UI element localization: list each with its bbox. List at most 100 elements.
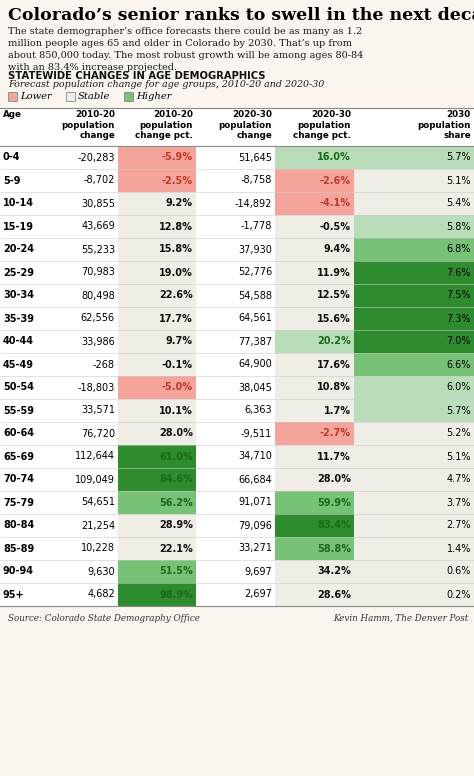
Text: 90-94: 90-94	[3, 566, 34, 577]
Bar	[354, 491, 474, 514]
Text: 66,684: 66,684	[238, 474, 272, 484]
Bar	[354, 353, 474, 376]
Text: 80-84: 80-84	[3, 521, 34, 531]
Bar	[40, 307, 118, 330]
Text: 5.1%: 5.1%	[447, 175, 471, 185]
Text: -5.9%: -5.9%	[162, 153, 193, 162]
Text: 34.2%: 34.2%	[317, 566, 351, 577]
Bar	[196, 583, 275, 606]
Bar	[118, 146, 196, 169]
Bar	[0, 376, 40, 399]
Bar	[40, 169, 118, 192]
Bar	[354, 376, 474, 399]
Text: 25-29: 25-29	[3, 268, 34, 278]
Bar	[40, 261, 118, 284]
Text: 79,096: 79,096	[238, 521, 272, 531]
Bar	[0, 307, 40, 330]
Text: 33,986: 33,986	[81, 337, 115, 347]
Text: Lower: Lower	[20, 92, 52, 101]
Bar	[275, 468, 354, 491]
Text: 5.2%: 5.2%	[447, 428, 471, 438]
Text: -2.6%: -2.6%	[320, 175, 351, 185]
Text: 0-4: 0-4	[3, 153, 20, 162]
Bar	[0, 468, 40, 491]
Text: 5-9: 5-9	[3, 175, 20, 185]
Bar	[0, 422, 40, 445]
Text: 7.3%: 7.3%	[447, 314, 471, 324]
Text: 77,387: 77,387	[238, 337, 272, 347]
Bar	[354, 560, 474, 583]
Bar	[275, 560, 354, 583]
Bar	[275, 399, 354, 422]
Bar	[0, 146, 40, 169]
Text: 1.4%: 1.4%	[447, 543, 471, 553]
Text: 2030
population
share: 2030 population share	[418, 110, 471, 140]
Text: 28.0%: 28.0%	[317, 474, 351, 484]
Text: -20,283: -20,283	[78, 153, 115, 162]
Text: 12.5%: 12.5%	[317, 290, 351, 300]
Text: 51,645: 51,645	[238, 153, 272, 162]
Bar	[118, 307, 196, 330]
Bar	[275, 330, 354, 353]
Text: -2.5%: -2.5%	[162, 175, 193, 185]
Text: -14,892: -14,892	[235, 199, 272, 209]
Bar	[118, 330, 196, 353]
Bar	[275, 353, 354, 376]
Text: 70-74: 70-74	[3, 474, 34, 484]
Bar	[40, 376, 118, 399]
Text: 0.6%: 0.6%	[447, 566, 471, 577]
Bar	[40, 238, 118, 261]
Bar	[0, 284, 40, 307]
Bar	[40, 422, 118, 445]
Text: 1.7%: 1.7%	[324, 406, 351, 415]
Text: 76,720: 76,720	[81, 428, 115, 438]
Bar	[275, 307, 354, 330]
Bar	[8, 92, 17, 101]
Text: -268: -268	[93, 359, 115, 369]
Text: 15-19: 15-19	[3, 221, 34, 231]
Bar	[196, 468, 275, 491]
Bar	[354, 330, 474, 353]
Bar	[118, 215, 196, 238]
Text: 21,254: 21,254	[81, 521, 115, 531]
Text: -0.1%: -0.1%	[162, 359, 193, 369]
Bar	[118, 192, 196, 215]
Text: 2,697: 2,697	[244, 590, 272, 600]
Bar	[40, 146, 118, 169]
Text: 4,682: 4,682	[87, 590, 115, 600]
Bar	[354, 537, 474, 560]
Bar	[196, 169, 275, 192]
Bar	[40, 491, 118, 514]
Bar	[196, 445, 275, 468]
Text: 33,271: 33,271	[238, 543, 272, 553]
Text: 38,045: 38,045	[238, 383, 272, 393]
Bar	[40, 468, 118, 491]
Text: 15.8%: 15.8%	[159, 244, 193, 255]
Text: The state demographer’s office forecasts there could be as many as 1.2
million p: The state demographer’s office forecasts…	[8, 27, 364, 72]
Text: 9.4%: 9.4%	[324, 244, 351, 255]
Bar	[118, 445, 196, 468]
Bar	[196, 399, 275, 422]
Bar	[196, 353, 275, 376]
Text: 58.8%: 58.8%	[317, 543, 351, 553]
Bar	[118, 261, 196, 284]
Text: -5.0%: -5.0%	[162, 383, 193, 393]
Bar	[354, 583, 474, 606]
Text: 22.1%: 22.1%	[159, 543, 193, 553]
Bar	[0, 108, 474, 146]
Bar	[40, 330, 118, 353]
Bar	[40, 583, 118, 606]
Text: 64,561: 64,561	[238, 314, 272, 324]
Bar	[275, 376, 354, 399]
Text: Higher: Higher	[136, 92, 172, 101]
Text: 6.8%: 6.8%	[447, 244, 471, 255]
Text: 28.6%: 28.6%	[317, 590, 351, 600]
Bar	[118, 376, 196, 399]
Bar	[118, 537, 196, 560]
Text: 5.4%: 5.4%	[447, 199, 471, 209]
Text: 112,644: 112,644	[75, 452, 115, 462]
Text: Age: Age	[3, 110, 22, 119]
Bar	[0, 399, 40, 422]
Text: 83.4%: 83.4%	[317, 521, 351, 531]
Text: 109,049: 109,049	[75, 474, 115, 484]
